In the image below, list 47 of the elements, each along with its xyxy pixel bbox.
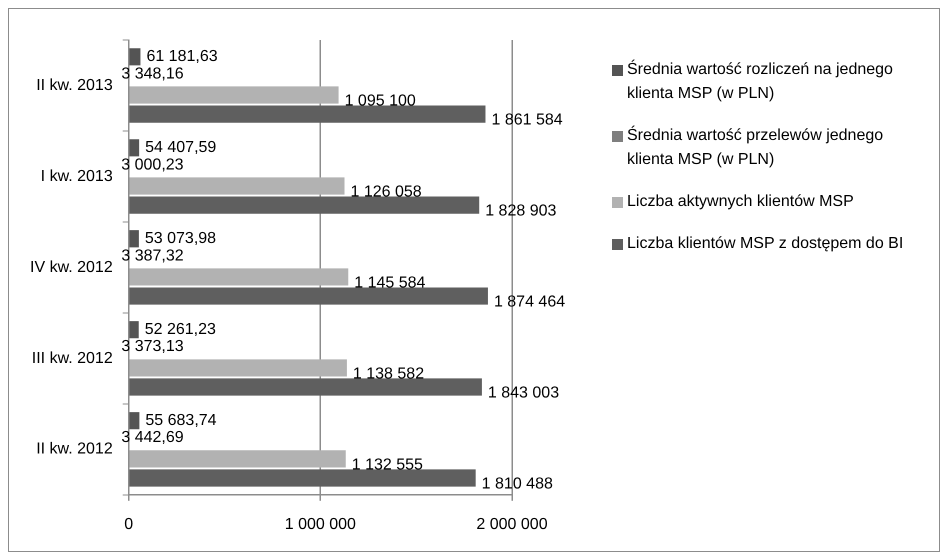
data-label: 3 000,23 [121, 156, 184, 174]
data-label: 1 145 584 [354, 274, 426, 292]
data-label: 1 132 555 [352, 456, 424, 474]
bar [129, 469, 476, 487]
legend-label: Średnia wartość przelewów jednego klienta MSP (w PLN) [627, 124, 884, 170]
bar [129, 230, 139, 248]
data-label: 53 073,98 [144, 230, 216, 248]
bar [129, 86, 339, 104]
data-label: 1 095 100 [344, 92, 416, 110]
legend-label: Liczba aktywnych klientów MSP [627, 192, 854, 212]
bar [129, 412, 140, 430]
data-label: 1 861 584 [491, 112, 563, 129]
bar [129, 48, 140, 66]
bar [129, 139, 140, 156]
bar [129, 450, 346, 468]
y-tick-label: IV kw. 2012 [30, 258, 113, 276]
data-label: 1 843 003 [488, 384, 560, 402]
y-tick-label: I kw. 2013 [40, 168, 113, 185]
data-label: 1 810 488 [482, 475, 553, 492]
x-tick-label: 0 [124, 516, 134, 533]
data-label: 55 683,74 [145, 412, 217, 430]
data-label: 3 373,13 [121, 338, 184, 356]
bar [129, 177, 345, 195]
data-label: 54 407,59 [145, 139, 216, 156]
data-label: 61 181,63 [146, 48, 218, 66]
data-label: 3 387,32 [121, 247, 184, 264]
data-label: 3 348,16 [121, 65, 184, 82]
data-label: 1 828 903 [485, 202, 556, 220]
bar [129, 378, 482, 396]
y-tick-label: II kw. 2012 [36, 440, 113, 458]
bar [129, 287, 488, 305]
bar [129, 321, 139, 338]
x-tick-label: 1 000 000 [284, 516, 356, 533]
data-label: 3 442,69 [121, 429, 184, 446]
legend-label: Liczba klientów MSP z dostępem do BI [627, 234, 904, 254]
bar [129, 268, 348, 286]
bar [129, 106, 486, 123]
bar [129, 359, 347, 377]
data-label: 1 126 058 [350, 183, 422, 200]
y-tick-label: II kw. 2013 [36, 76, 113, 94]
y-tick-label: III kw. 2012 [32, 350, 113, 367]
bar [129, 196, 480, 214]
x-tick-label: 2 000 000 [476, 516, 548, 533]
legend-label: Średnia wartość rozliczeń na jednego klienta MSP (w PLN) [627, 58, 894, 104]
data-label: 1 138 582 [352, 365, 424, 382]
data-label: 1 874 464 [494, 293, 566, 310]
data-label: 52 261,23 [144, 321, 216, 338]
